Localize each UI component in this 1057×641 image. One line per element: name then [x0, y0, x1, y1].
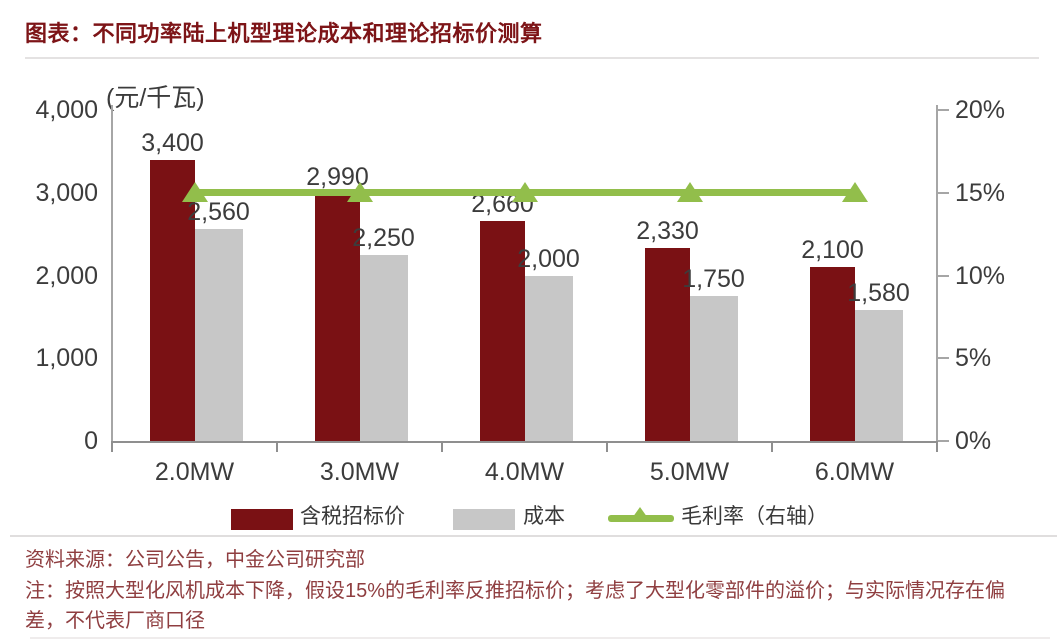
y-axis-left-tick-label: 0: [84, 427, 98, 455]
x-axis-category-label: 6.0MW: [814, 458, 895, 486]
bar-value-label: 2,250: [352, 223, 415, 252]
y-axis-right-tick: [938, 274, 949, 277]
legend-triangle-marker-icon: [630, 507, 650, 521]
y-axis-right-line: [936, 105, 938, 443]
y-axis-left-tick-label: 1,000: [35, 344, 98, 373]
chart-legend: 含税招标价 成本 毛利率（右轴）: [0, 498, 1057, 536]
bar-bid-price-4.0MW: [479, 220, 525, 441]
title-separator: [25, 57, 1039, 59]
y-axis-right-tick: [938, 357, 949, 360]
bar-value-label: 2,990: [306, 162, 369, 191]
legend-swatch-cost: [453, 509, 515, 530]
bar-cost-6.0MW: [854, 310, 903, 441]
bar-value-label: 2,000: [517, 244, 580, 273]
y-axis-right-tick-label: 20%: [955, 96, 1006, 124]
x-axis-tick: [936, 443, 938, 452]
bottom-border: [30, 637, 1050, 639]
x-axis-tick: [606, 443, 608, 452]
legend-swatch-bid-price: [231, 509, 293, 530]
y-axis-right-tick-label: 0%: [955, 427, 992, 455]
y-axis-left-tick-label: 4,000: [35, 96, 98, 124]
bar-bid-price-5.0MW: [644, 248, 690, 441]
gross-margin-marker-icon: [676, 181, 703, 202]
footer-separator: [10, 535, 1057, 537]
bar-bid-price-2.0MW: [149, 159, 195, 441]
chart-title: 图表：不同功率陆上机型理论成本和理论招标价测算: [25, 21, 543, 46]
x-axis-category-label: 3.0MW: [319, 458, 400, 486]
x-axis-tick: [441, 443, 443, 452]
bar-cost-3.0MW: [359, 254, 408, 441]
y-axis-right-tick-label: 15%: [955, 178, 1006, 207]
bar-value-label: 1,580: [847, 279, 910, 308]
legend-label-cost: 成本: [523, 505, 565, 528]
bar-value-label: 2,330: [636, 217, 699, 246]
bar-cost-5.0MW: [689, 296, 738, 441]
plot-layer: 4,000 3,000 2,000 1,000 0 20% 15% 10% 5% 0% 2.0MW 3…: [0, 60, 1057, 500]
gross-margin-marker-icon: [346, 181, 373, 202]
y-axis-right-tick: [938, 109, 949, 111]
gross-margin-marker-icon: [841, 181, 868, 202]
y-axis-left-tick-label: 3,000: [35, 178, 98, 207]
x-axis-category-label: 5.0MW: [649, 458, 730, 486]
left-axis-unit-label: (元/千瓦): [106, 84, 205, 112]
bar-value-label: 1,750: [682, 265, 745, 294]
legend-label-bid-price: 含税招标价: [300, 505, 405, 528]
bar-value-label: 3,400: [141, 128, 204, 157]
gross-margin-marker-icon: [181, 181, 208, 202]
chart-area: (元/千瓦) 4,000 3,000 2,000 1,000 0 20% 15% 10% 5% 0…: [0, 60, 1057, 500]
y-axis-right-tick: [938, 191, 949, 194]
y-axis-left-line: [111, 105, 113, 443]
bar-cost-4.0MW: [524, 275, 573, 441]
bar-bid-price-3.0MW: [314, 193, 360, 441]
y-axis-left-tick-label: 2,000: [35, 261, 98, 290]
bar-bid-price-6.0MW: [809, 267, 855, 441]
bar-value-label: 2,560: [187, 198, 250, 227]
x-axis-tick: [771, 443, 773, 452]
bar-cost-2.0MW: [194, 229, 243, 441]
x-axis-category-label: 2.0MW: [154, 458, 235, 486]
source-text: 资料来源：公司公告，中金公司研究部: [25, 549, 365, 571]
x-axis-tick: [111, 443, 113, 452]
y-axis-right-tick: [938, 440, 949, 442]
y-axis-right-tick-label: 5%: [955, 344, 992, 373]
note-text: 注：按照大型化风机成本下降，假设15%的毛利率反推招标价；考虑了大型化零部件的溢…: [25, 580, 1006, 632]
y-axis-right-tick-label: 10%: [955, 261, 1006, 290]
x-axis-line: [111, 441, 938, 443]
x-axis-category-label: 4.0MW: [484, 458, 565, 486]
gross-margin-marker-icon: [511, 181, 538, 202]
x-axis-tick: [276, 443, 278, 452]
bar-value-label: 2,100: [801, 236, 864, 265]
legend-label-gross-margin: 毛利率（右轴）: [681, 505, 828, 528]
